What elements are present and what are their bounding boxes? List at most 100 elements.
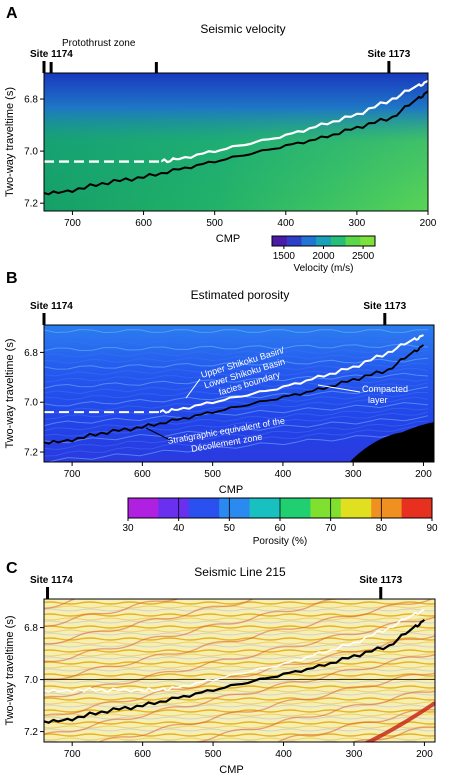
panel-b-sites: Site 1174 Site 1173 (30, 301, 407, 325)
x-tick-label: 300 (345, 469, 362, 480)
high-velocity-body (349, 422, 434, 462)
facies-boundary-horizon (44, 608, 425, 693)
colorbar-swatch (301, 236, 317, 246)
site-label: Site 1174 (30, 301, 73, 312)
colorbar-swatch (310, 498, 342, 518)
protothrust-marker (49, 62, 53, 73)
porosity-streak (44, 362, 429, 377)
x-tick-label: 200 (416, 749, 433, 760)
porosity-streak (44, 367, 429, 383)
y-tick-label: 7.0 (24, 147, 38, 158)
annot-compacted-leader (317, 384, 361, 393)
colorbar-tick-label: 30 (122, 523, 134, 534)
y-tick-label: 7.2 (24, 727, 38, 738)
y-tick-label: 7.0 (24, 675, 38, 686)
panel-c-frame (43, 598, 436, 743)
porosity-streak (44, 372, 429, 389)
site-label: Site 1173 (359, 575, 402, 586)
porosity-streak (44, 431, 429, 462)
x-axis-title: CMP (219, 764, 243, 776)
x-tick-label: 200 (415, 469, 432, 480)
x-tick-label: 400 (275, 469, 292, 480)
annot-compacted-line1: Compacted (362, 384, 408, 394)
colorbar-tick-label: 50 (224, 523, 236, 534)
colorbar-swatch (316, 236, 332, 246)
colorbar-swatch (158, 498, 190, 518)
panel-c-title: Seismic Line 215 (194, 565, 286, 579)
decollement-horizon (44, 90, 428, 196)
x-tick-label: 700 (64, 218, 81, 229)
colorbar-tick-label: 70 (325, 523, 337, 534)
panel-c-axes: 700 600 500 400 300 200 6.8 7.0 7.2 CMP Two-way tr… (4, 615, 433, 776)
x-tick-label: 400 (275, 749, 292, 760)
colorbar-swatch (401, 498, 433, 518)
panel-b-title: Estimated porosity (191, 288, 290, 302)
porosity-streak (44, 415, 429, 444)
x-tick-label: 600 (134, 469, 151, 480)
colorbar-tick-label: 60 (274, 523, 286, 534)
porosity-streak (44, 382, 429, 401)
colorbar-swatch (128, 498, 159, 518)
site-marker (42, 313, 46, 325)
porosity-streak (44, 411, 429, 437)
colorbar-tick-label: 90 (426, 523, 438, 534)
porosity-streak (44, 402, 429, 427)
colorbar-swatch (330, 236, 347, 246)
porosity-streak (44, 348, 429, 358)
site-label: Site 1174 (30, 49, 73, 60)
colorbar-tick-label: 1500 (273, 251, 296, 262)
colorbar-swatch (360, 236, 376, 246)
site-label: Site 1174 (30, 575, 73, 586)
facies-boundary-horizon (159, 334, 424, 414)
site-label: Site 1173 (367, 49, 410, 60)
annot-strat-leader (145, 427, 171, 441)
site-marker (383, 313, 387, 325)
porosity-streak (44, 425, 429, 457)
site-marker (46, 587, 50, 599)
porosity-streak (44, 328, 429, 334)
porosity-streak (44, 386, 429, 407)
seismic-dipping-reflectors (44, 599, 435, 742)
panel-a-plot (44, 73, 428, 211)
strong-reflector (364, 701, 435, 742)
decollement-horizon (44, 344, 425, 445)
y-axis-title: Two-way traveltime (s) (4, 615, 16, 725)
x-tick-label: 400 (277, 218, 294, 229)
porosity-streak (44, 353, 429, 364)
x-axis-title: CMP (219, 484, 243, 496)
panel-a: A Seismic velocity Protothrust zone Site… (4, 5, 437, 274)
facies-boundary-horizon (161, 79, 428, 164)
y-axis-title: Two-way traveltime (s) (4, 338, 16, 448)
porosity-streak (44, 407, 429, 432)
protothrust-zone-label: Protothrust zone (62, 38, 136, 49)
colorbar-swatch (345, 236, 361, 246)
colorbar-tick-label: 80 (376, 523, 388, 534)
panel-a-sites: Site 1174 Site 1173 (30, 49, 411, 73)
annot-compacted-line2: layer (368, 395, 388, 405)
colorbar-swatch (219, 498, 251, 518)
colorbar-swatch (188, 498, 220, 518)
porosity-streak (44, 420, 429, 451)
porosity-streaks (44, 328, 429, 462)
decollement-horizon (44, 618, 426, 724)
panel-c: C Seismic Line 215 Site 1174 Site 1173 70… (4, 560, 436, 776)
panel-c-plot (44, 599, 435, 742)
y-tick-label: 6.8 (24, 623, 38, 634)
colorbar-swatch (249, 498, 281, 518)
porosity-streak (44, 343, 429, 352)
y-tick-label: 7.2 (24, 199, 38, 210)
porosity-colorbar: 30 40 50 60 70 80 90 Porosity (%) (122, 497, 438, 547)
porosity-streak (44, 333, 429, 340)
colorbar-swatch (272, 236, 288, 246)
site-marker (387, 61, 391, 73)
annot-facies-leader (185, 378, 201, 399)
colorbar-swatch (280, 498, 311, 518)
panel-a-title: Seismic velocity (200, 22, 285, 36)
porosity-streak (44, 391, 429, 414)
y-tick-label: 6.8 (24, 95, 38, 106)
panel-b-letter: B (6, 270, 18, 287)
site-marker (42, 61, 46, 73)
colorbar-swatch (371, 498, 403, 518)
